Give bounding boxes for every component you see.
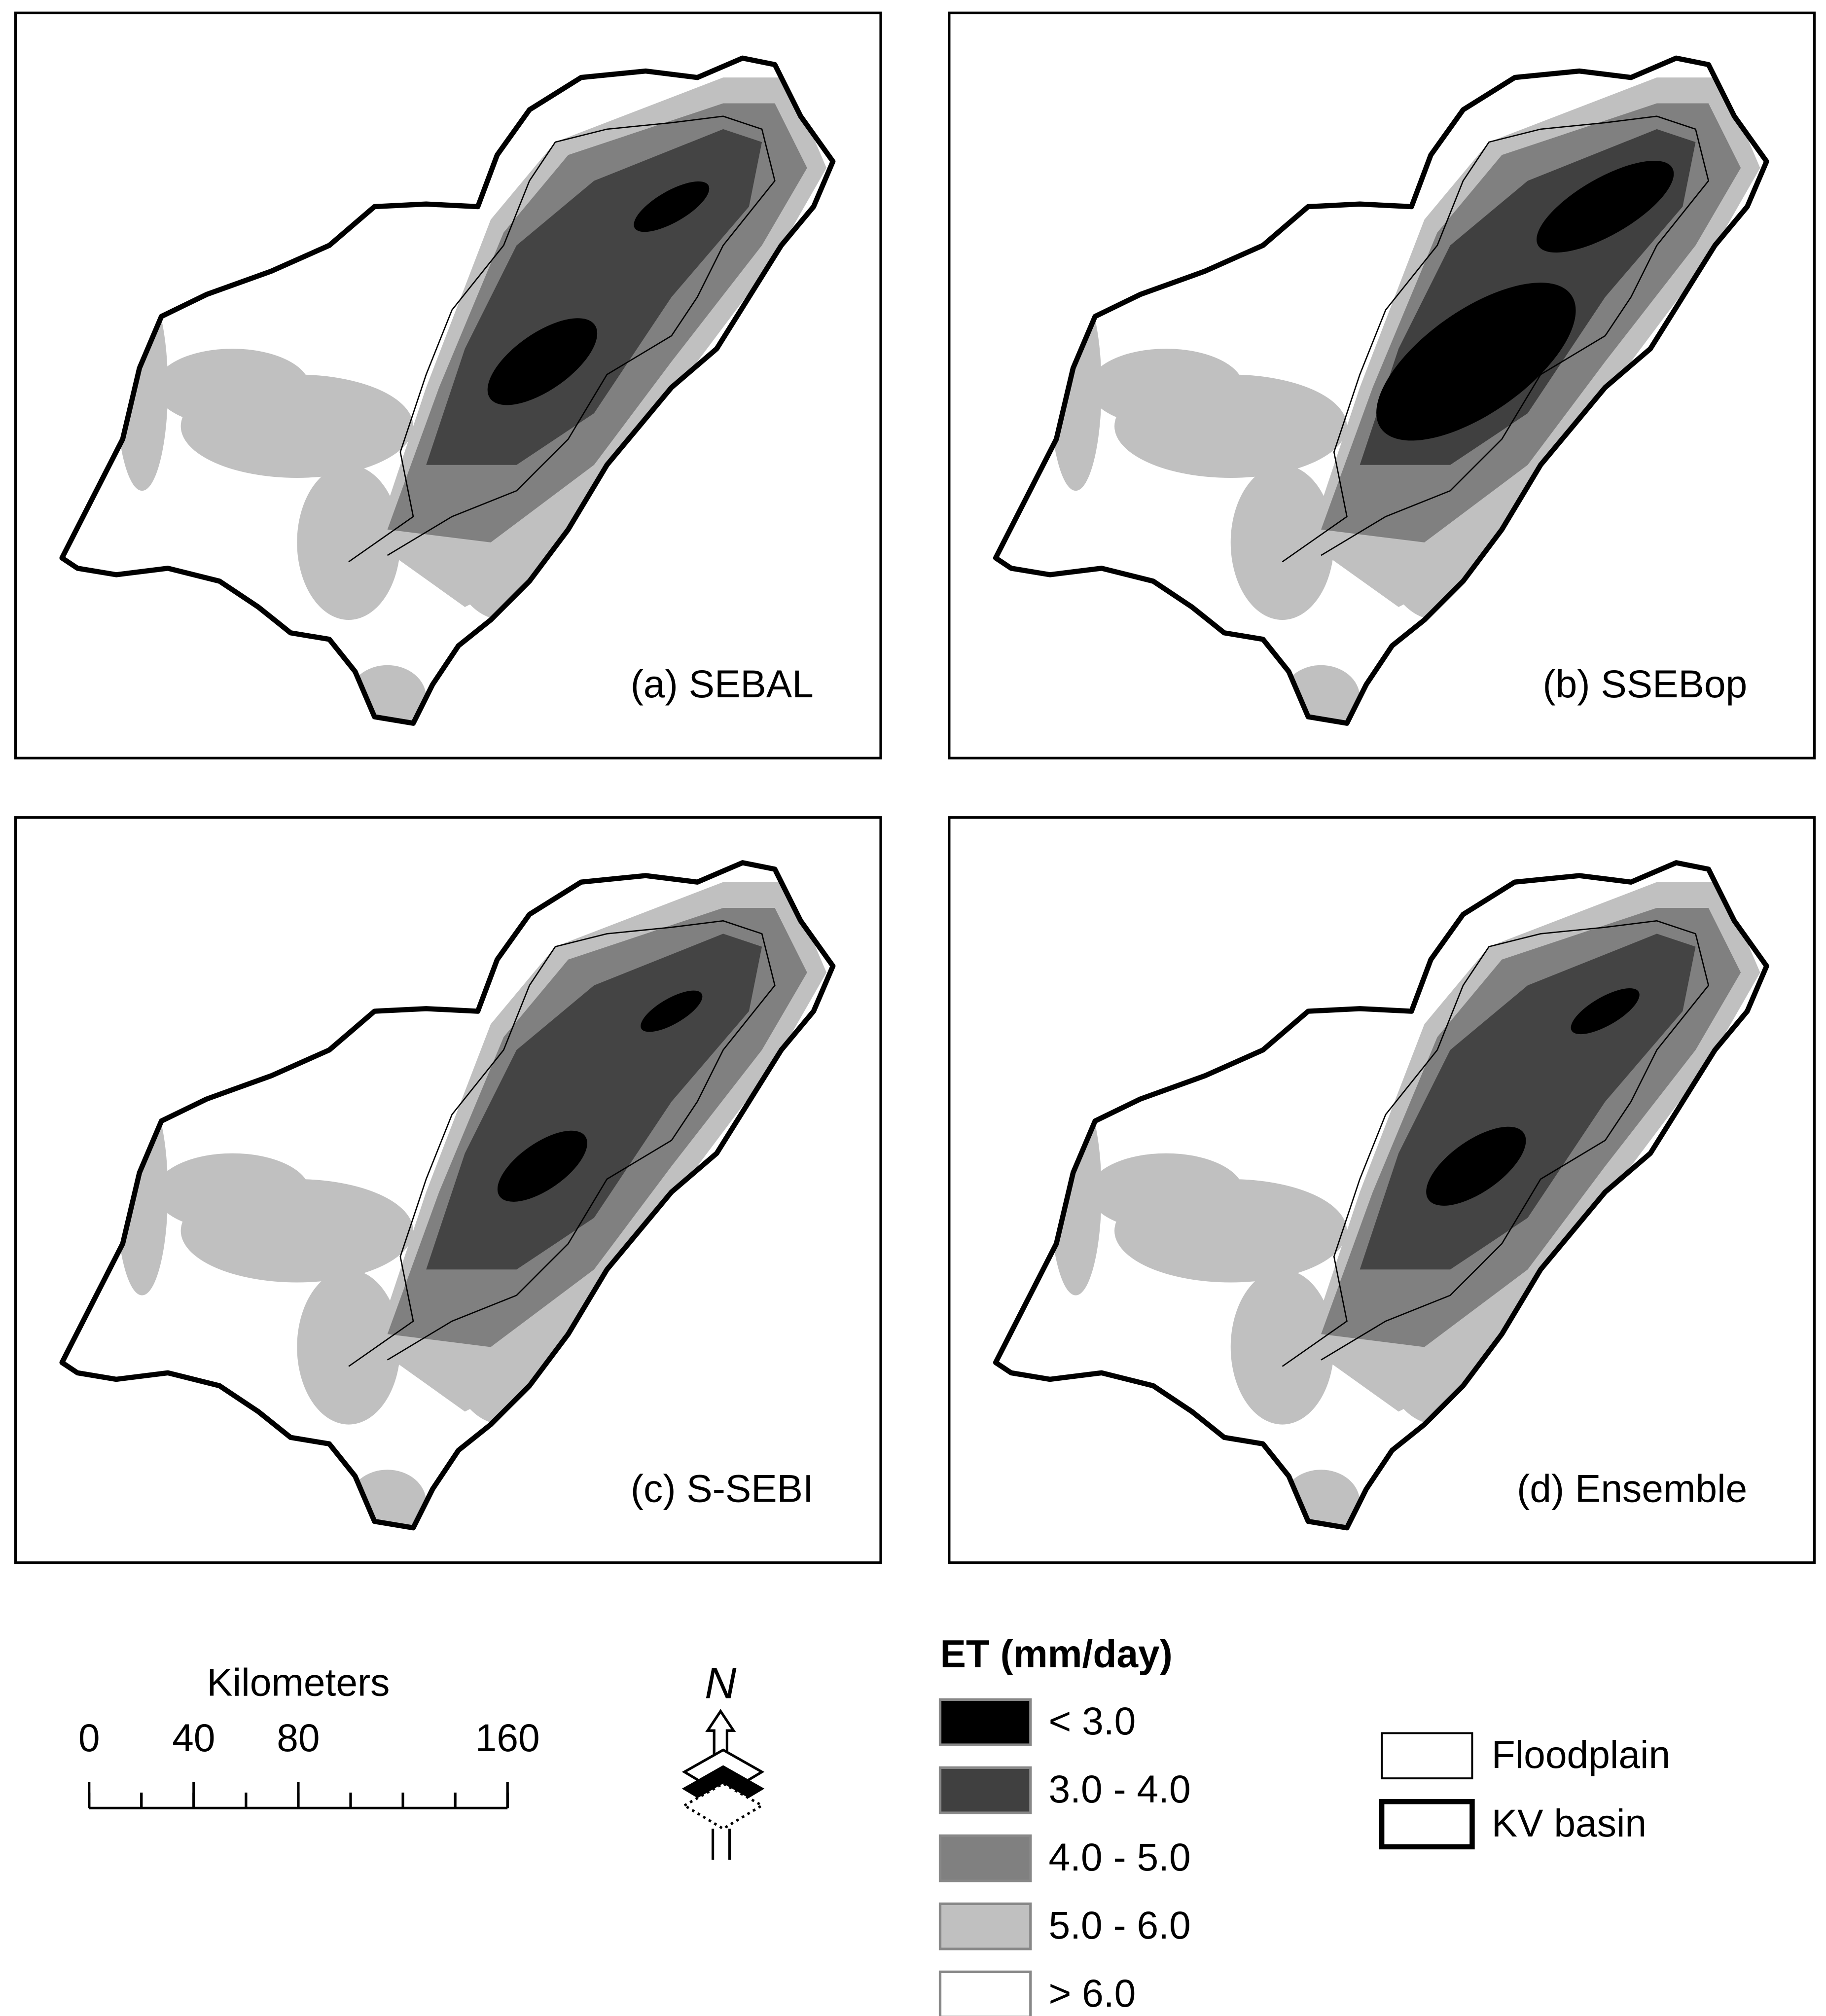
legend-label: KV basin [1492,1801,1647,1845]
floodplain-outline [348,115,776,563]
legend-label: 3.0 - 4.0 [1048,1767,1190,1811]
panel-label: (a) SEBAL [631,662,814,706]
et-raster [996,863,1767,1528]
floodplain-outline [348,920,776,1367]
scale-tick-label: 40 [172,1716,215,1760]
legend-title: ET (mm/day) [940,1632,1172,1676]
floodplain-outline [1282,920,1710,1367]
scale-tick-label: 80 [277,1716,320,1760]
legend-label: < 3.0 [1048,1699,1136,1743]
et-zone [497,1130,587,1202]
scale-tick-label: 0 [78,1716,100,1760]
legend-swatch [938,1970,1032,2016]
et-zone [155,349,310,427]
et-raster [996,58,1767,723]
scale-tick-label: 160 [475,1716,540,1760]
legend-swatch [938,1902,1032,1950]
et-zone [1537,160,1674,253]
floodplain-outline [1282,115,1710,563]
map-panel: (a) SEBAL [14,11,882,759]
scale-bar: Kilometers 0 40 80 160 [78,1660,540,1809]
et-zone [1376,283,1576,441]
et-zone [487,318,598,405]
basin-outline [993,860,1769,1531]
legend-swatch [938,1766,1032,1814]
legend-swatch [1381,1732,1473,1780]
map-panel: (b) SSEBop [948,11,1816,759]
et-zone [297,465,400,620]
north-label: N [705,1658,737,1708]
et-raster [62,58,833,723]
basin-outline [59,55,836,726]
legend-swatch [938,1698,1032,1746]
et-zone [1230,1269,1334,1425]
legend-swatch [1379,1799,1475,1850]
basin-outline [993,55,1769,726]
north-arrow: N [681,1658,765,1860]
map-panel: (d) Ensemble [948,816,1816,1564]
panel-label: (b) SSEBop [1543,662,1748,706]
et-zone [155,1153,310,1231]
panel-label: (c) S-SEBI [631,1467,814,1510]
legend-label: Floodplain [1492,1733,1670,1776]
et-raster [62,863,833,1528]
panel-label: (d) Ensemble [1517,1467,1747,1510]
et-zone [634,181,710,232]
et-zone [1571,988,1640,1035]
basin-outline [59,860,836,1531]
legend-label: > 6.0 [1048,1972,1136,2015]
et-zone [297,1269,400,1425]
et-zone [641,990,703,1032]
scale-title: Kilometers [207,1660,390,1704]
et-zone [1088,349,1244,427]
et-zone [1426,1126,1526,1206]
et-zone [1230,465,1334,620]
legend-swatch [938,1834,1032,1882]
legend: ET (mm/day) < 3.0 3.0 - 4.0 4.0 - 5.0 5.0 -… [938,1632,1670,2016]
legend-label: 5.0 - 6.0 [1048,1904,1190,1947]
et-zone [1088,1153,1244,1231]
legend-label: 4.0 - 5.0 [1048,1836,1190,1879]
map-panel: (c) S-SEBI [14,816,882,1564]
